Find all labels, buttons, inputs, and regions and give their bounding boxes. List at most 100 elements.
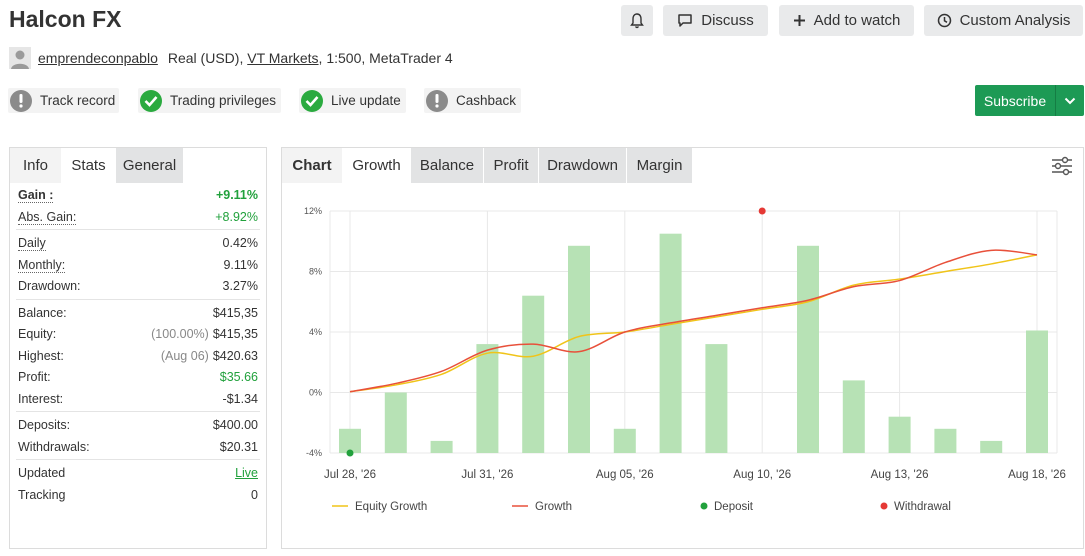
chart-bar — [568, 245, 590, 453]
exclamation-icon — [10, 89, 32, 112]
y-tick-label: 12% — [304, 206, 322, 216]
badge-label: Cashback — [456, 93, 517, 108]
tab-profit[interactable]: Profit — [484, 148, 539, 183]
stat-drawdown: Drawdown: 3.27% — [18, 279, 258, 293]
chart-bar — [430, 440, 453, 453]
badge-label: Trading privileges — [170, 93, 277, 108]
stat-deposits: Deposits: $400.00 — [18, 418, 258, 432]
y-tick-label: 8% — [309, 267, 322, 277]
subscribe-label: Subscribe — [983, 92, 1047, 109]
chart-bar — [980, 440, 1003, 453]
username-link[interactable]: emprendeconpablo — [38, 50, 158, 66]
chart-bar — [1026, 330, 1048, 453]
stat-monthly: Monthly: 9.11% — [18, 257, 258, 273]
badge-track-record[interactable]: Track record — [8, 88, 119, 113]
x-tick-label: Aug 10, '26 — [733, 469, 791, 481]
chart-tabs: Chart Growth Balance Profit Drawdown Mar… — [282, 148, 693, 183]
broker-link[interactable]: VT Markets — [247, 50, 319, 66]
comment-icon — [678, 14, 692, 27]
clock-icon — [937, 13, 951, 28]
legend-deposit-swatch — [700, 502, 708, 510]
custom-analysis-label: Custom Analysis — [959, 12, 1071, 29]
deposit-marker — [346, 449, 354, 457]
stat-tracking: Tracking 0 — [18, 487, 258, 502]
chevron-down-icon[interactable] — [1056, 97, 1084, 105]
chart-bar — [705, 344, 728, 453]
chart-bar — [522, 295, 545, 453]
stat-abs-gain: Abs. Gain: +8.92% — [18, 209, 258, 225]
user-icon — [11, 50, 29, 69]
stat-balance: Balance: $415,35 — [18, 305, 258, 320]
add-to-watch-button[interactable]: Add to watch — [779, 5, 914, 36]
chart-bar — [842, 380, 865, 453]
equity-growth-line — [349, 254, 1038, 393]
legend-withdrawal-swatch — [880, 502, 888, 510]
x-tick-label: Aug 18, '26 — [1008, 469, 1066, 481]
tab-info[interactable]: Info — [10, 148, 62, 183]
tab-drawdown[interactable]: Drawdown — [539, 148, 627, 183]
badge-cashback[interactable]: Cashback — [424, 88, 521, 113]
tab-general[interactable]: General — [116, 148, 184, 183]
chart-tabs-label: Chart — [282, 148, 343, 183]
chart-bar — [934, 428, 957, 453]
plus-icon — [793, 15, 805, 26]
stat-withdrawals: Withdrawals: $20.31 — [18, 439, 258, 454]
custom-analysis-button[interactable]: Custom Analysis — [924, 5, 1083, 36]
tab-margin[interactable]: Margin — [627, 148, 693, 183]
tab-growth[interactable]: Growth — [343, 148, 411, 183]
account-type: Real (USD), — [167, 50, 248, 66]
badge-live-update[interactable]: Live update — [299, 88, 406, 113]
stats-list: Gain : +9.11% Abs. Gain: +8.92% Daily 0.42%… — [10, 184, 266, 505]
legend-growth: Growth — [535, 501, 572, 513]
legend-equity-growth: Equity Growth — [355, 501, 427, 513]
growth-line — [349, 249, 1038, 393]
badge-label: Live update — [331, 93, 401, 108]
stat-equity: Equity: (100.00%) $415,35 — [18, 327, 258, 341]
page-title: Halcon FX — [9, 6, 122, 32]
stat-interest: Interest: -$1.34 — [18, 391, 258, 406]
stats-tabs: Info Stats General — [10, 148, 184, 183]
y-tick-label: 4% — [309, 327, 322, 337]
account-info: emprendeconpablo Real (USD), VT Markets … — [9, 46, 453, 70]
x-tick-label: Jul 31, '26 — [461, 469, 513, 481]
check-icon — [140, 89, 162, 112]
sliders-icon[interactable] — [1051, 156, 1073, 179]
avatar — [9, 47, 31, 69]
discuss-button[interactable]: Discuss — [663, 5, 768, 36]
tab-balance[interactable]: Balance — [411, 148, 484, 183]
subscribe-button[interactable]: Subscribe — [975, 85, 1084, 116]
chart-bar — [613, 428, 636, 453]
y-tick-label: 0% — [309, 388, 322, 398]
x-tick-label: Jul 28, '26 — [324, 469, 376, 481]
add-to-watch-label: Add to watch — [813, 12, 901, 29]
stats-panel: Info Stats General Gain : +9.11% Abs. Gai… — [9, 147, 267, 549]
badge-label: Track record — [40, 93, 116, 108]
discuss-label: Discuss — [701, 12, 754, 29]
legend-deposit: Deposit — [714, 501, 754, 513]
check-icon — [301, 89, 323, 112]
chart-panel: Chart Growth Balance Profit Drawdown Mar… — [281, 147, 1084, 549]
stat-daily: Daily 0.42% — [18, 236, 258, 251]
stat-highest: Highest: (Aug 06) $420.63 — [18, 348, 258, 363]
stat-gain: Gain : +9.11% — [18, 188, 258, 203]
tab-stats[interactable]: Stats — [62, 148, 116, 183]
y-tick-label: -4% — [306, 448, 322, 458]
exclamation-icon — [426, 89, 448, 112]
notifications-button[interactable] — [621, 5, 653, 36]
bell-icon — [630, 12, 644, 28]
chart-bar — [384, 392, 407, 453]
chart-bar — [797, 245, 819, 453]
stat-updated: Updated Live — [18, 466, 258, 480]
withdrawal-marker — [758, 207, 766, 215]
chart-bar — [888, 416, 911, 453]
x-tick-label: Aug 13, '26 — [871, 469, 929, 481]
legend-withdrawal: Withdrawal — [894, 501, 951, 513]
x-tick-label: Aug 05, '26 — [596, 469, 654, 481]
chart-bar — [339, 428, 361, 453]
chart-bar — [659, 233, 682, 453]
account-details: , 1:500, MetaTrader 4 — [318, 50, 453, 66]
chart-bar — [476, 344, 499, 453]
stat-profit: Profit: $35.66 — [18, 370, 258, 384]
growth-chart: 12% 8% 4% 0% -4% Jul 28, '26 Jul 31, '26 Aug 05… — [304, 206, 1066, 513]
badge-trading-privileges[interactable]: Trading privileges — [138, 88, 281, 113]
